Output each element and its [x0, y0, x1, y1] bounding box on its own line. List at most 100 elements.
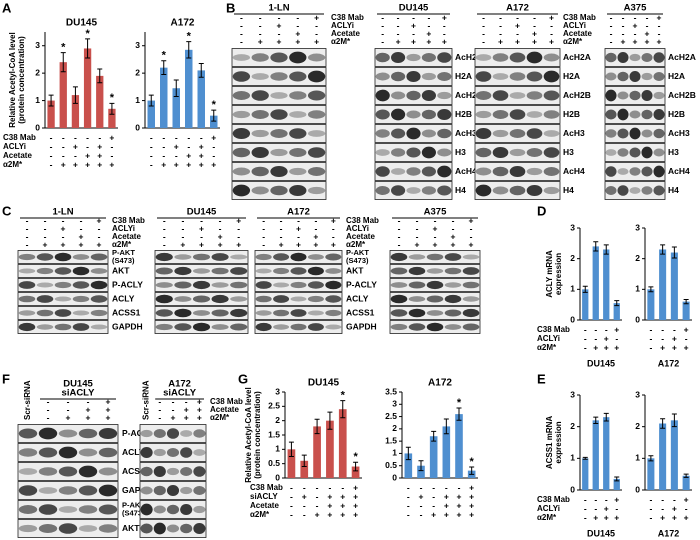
- condition-sign: +: [411, 36, 416, 46]
- condition-sign: -: [296, 12, 299, 22]
- y-axis-label: expression: [554, 421, 563, 463]
- blot-band: [153, 505, 166, 514]
- blot-band: [617, 71, 629, 82]
- blot-band: [509, 165, 526, 178]
- panel-label: C: [2, 203, 12, 218]
- blot-band: [653, 128, 665, 139]
- condition-sign: +: [174, 159, 179, 169]
- condition-sign: +: [97, 159, 102, 169]
- blot-band: [289, 71, 307, 82]
- condition-sign: +: [469, 491, 474, 501]
- error-bar: [418, 460, 424, 472]
- panel-label: D: [537, 203, 546, 218]
- bar: [613, 478, 620, 490]
- condition-sign: -: [499, 12, 502, 22]
- condition-sign: +: [549, 36, 554, 46]
- y-tick-label: 0: [570, 484, 575, 494]
- y-tick-label: 2: [35, 67, 40, 77]
- condition-sign: +: [73, 159, 78, 169]
- blot-band: [307, 266, 324, 276]
- condition-sign: -: [649, 494, 652, 504]
- blot-band: [391, 185, 406, 196]
- row-label: ACLY: [346, 293, 369, 303]
- blot-band: [406, 53, 421, 62]
- condition-sign: +: [109, 132, 114, 142]
- blot-band: [307, 323, 324, 331]
- condition-sign: -: [610, 36, 613, 46]
- condition-sign: -: [584, 494, 587, 504]
- blot-band: [54, 267, 72, 275]
- error-bar: [109, 102, 115, 115]
- condition-sign: -: [470, 231, 473, 241]
- condition-sign: -: [303, 482, 306, 492]
- condition-sign: -: [175, 150, 178, 160]
- blot-band: [426, 295, 444, 303]
- row-label: GAPDH: [112, 321, 143, 331]
- condition-sign: -: [316, 500, 319, 510]
- row-label: AcH2A: [668, 52, 696, 62]
- bar: [682, 475, 690, 490]
- condition-sign: -: [163, 223, 166, 233]
- condition-label: C38 Mab: [3, 133, 36, 142]
- bar: [83, 48, 92, 129]
- row-label: ACLY: [112, 293, 135, 303]
- condition-sign: +: [340, 500, 345, 510]
- condition-sign: -: [262, 215, 265, 225]
- condition-sign: +: [431, 509, 436, 519]
- blot-band: [462, 323, 480, 331]
- condition-sign: +: [457, 500, 462, 510]
- blot-band: [426, 322, 444, 332]
- y-tick-label: 0: [35, 122, 40, 132]
- blot-band: [174, 281, 192, 289]
- blot-band: [36, 309, 54, 317]
- condition-sign: +: [672, 512, 677, 522]
- blot-band: [18, 468, 38, 475]
- bar: [326, 420, 334, 478]
- chart-title: A172: [428, 378, 452, 389]
- y-tick-label: 1: [35, 95, 40, 105]
- blot-band: [307, 310, 324, 316]
- blot-band: [617, 108, 629, 121]
- condition-label: Acetate: [250, 501, 279, 510]
- blot-band: [180, 523, 193, 534]
- blot-band: [406, 110, 421, 119]
- y-tick-label: 0: [275, 472, 280, 482]
- condition-sign: +: [97, 141, 102, 151]
- condition-sign: -: [412, 12, 415, 22]
- group-title: DU145: [399, 3, 429, 14]
- blot-band: [325, 309, 342, 317]
- blot-band: [211, 282, 229, 288]
- bar: [670, 420, 678, 490]
- condition-sign: -: [110, 150, 113, 160]
- blot-band: [232, 184, 251, 197]
- condition-sign: -: [673, 324, 676, 334]
- condition-sign: +: [171, 412, 176, 422]
- condition-sign: -: [443, 28, 446, 38]
- y-tick-label: 2.5: [385, 411, 397, 421]
- condition-sign: -: [181, 231, 184, 241]
- blot-band: [437, 108, 452, 121]
- condition-sign: -: [98, 223, 101, 233]
- blot-band: [475, 184, 492, 197]
- condition-sign: -: [416, 215, 419, 225]
- condition-label: ACLYi: [537, 504, 560, 513]
- condition-sign: -: [259, 20, 262, 30]
- blot-band: [605, 72, 617, 81]
- blot-band: [617, 148, 629, 157]
- blot-band: [232, 54, 251, 61]
- blot-band: [408, 281, 426, 289]
- condition-sign: -: [445, 482, 448, 492]
- blot-band: [375, 149, 390, 156]
- condition-sign: +: [604, 333, 609, 343]
- y-tick-label: 3: [635, 389, 640, 399]
- condition-label: C38 Mab: [331, 13, 364, 22]
- row-label: AKT: [122, 523, 140, 533]
- condition-sign: -: [605, 324, 608, 334]
- condition-sign: -: [297, 231, 300, 241]
- condition-sign: +: [469, 500, 474, 510]
- blot-strip: [474, 67, 561, 86]
- blot-band: [307, 90, 326, 101]
- blot-band: [72, 266, 90, 276]
- blot-band: [629, 110, 641, 119]
- condition-sign: -: [185, 396, 188, 406]
